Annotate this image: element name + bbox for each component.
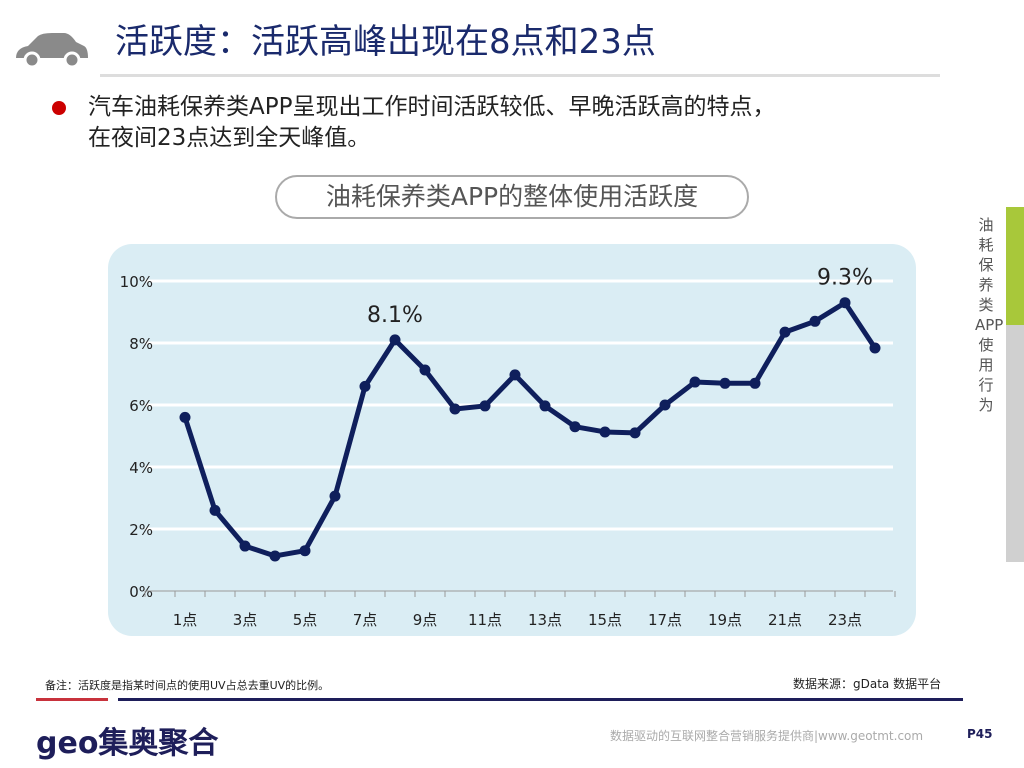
x-tick-label: 15点 [588, 611, 622, 629]
data-point [509, 369, 521, 381]
logo: geo集奥聚合 [36, 726, 219, 761]
x-tick-label: 1点 [173, 611, 198, 629]
footnote: 备注：活跃度是指某时间点的使用UV占总去重UV的比例。 [45, 679, 330, 692]
y-tick-label: 4% [129, 459, 153, 477]
sidebar-label: 油耗保养类APP使用行为 [975, 216, 1004, 414]
x-tick-label: 21点 [768, 611, 802, 629]
data-point [479, 400, 491, 412]
y-tick-label: 0% [129, 583, 153, 601]
data-source: 数据来源：gData 数据平台 [793, 677, 942, 691]
data-point [569, 421, 581, 433]
divider [100, 74, 940, 77]
x-tick-label: 23点 [828, 611, 862, 629]
y-tick-label: 8% [129, 335, 153, 353]
data-point [839, 297, 851, 309]
car-icon [16, 33, 88, 69]
data-point [539, 400, 551, 412]
y-tick-label: 6% [129, 397, 153, 415]
divider [36, 698, 108, 701]
data-point [449, 403, 461, 415]
x-tick-label: 7点 [353, 611, 378, 629]
page-title: 活跃度：活跃高峰出现在8点和23点 [115, 22, 656, 62]
slogan: 数据驱动的互联网整合营销服务提供商|www.geotmt.com [610, 729, 924, 743]
data-point [419, 364, 431, 376]
x-tick-label: 9点 [413, 611, 438, 629]
bullet-icon [52, 101, 66, 115]
x-tick-label: 5点 [293, 611, 318, 629]
data-point [239, 540, 251, 552]
data-point [389, 334, 401, 346]
data-point [299, 545, 311, 557]
x-tick-label: 11点 [468, 611, 502, 629]
page-number: P45 [967, 727, 993, 741]
data-point [209, 504, 221, 516]
data-point [599, 426, 611, 438]
chart-title: 油耗保养类APP的整体使用活跃度 [275, 175, 749, 219]
x-tick-label: 17点 [648, 611, 682, 629]
x-tick-label: 3点 [233, 611, 258, 629]
sidebar-progress [1006, 207, 1024, 562]
data-label: 8.1% [367, 303, 423, 328]
data-point [329, 490, 341, 502]
data-point [659, 399, 671, 411]
x-tick-label: 13点 [528, 611, 562, 629]
data-point [869, 342, 881, 354]
chart-panel [108, 244, 916, 636]
data-point [779, 326, 791, 338]
series-line [182, 300, 878, 559]
data-point [179, 411, 191, 423]
x-tick-label: 19点 [708, 611, 742, 629]
data-point [269, 550, 281, 562]
data-point [809, 315, 821, 327]
data-point [749, 377, 761, 389]
y-tick-label: 2% [129, 521, 153, 539]
data-point [689, 376, 701, 388]
data-point [719, 377, 731, 389]
data-label: 9.3% [817, 266, 873, 291]
y-tick-label: 10% [120, 273, 153, 291]
description: 汽车油耗保养类APP呈现出工作时间活跃较低、早晚活跃高的特点， 在夜间23点达到全… [88, 94, 776, 151]
data-point [359, 380, 371, 392]
data-point [629, 427, 641, 439]
divider [118, 698, 963, 701]
